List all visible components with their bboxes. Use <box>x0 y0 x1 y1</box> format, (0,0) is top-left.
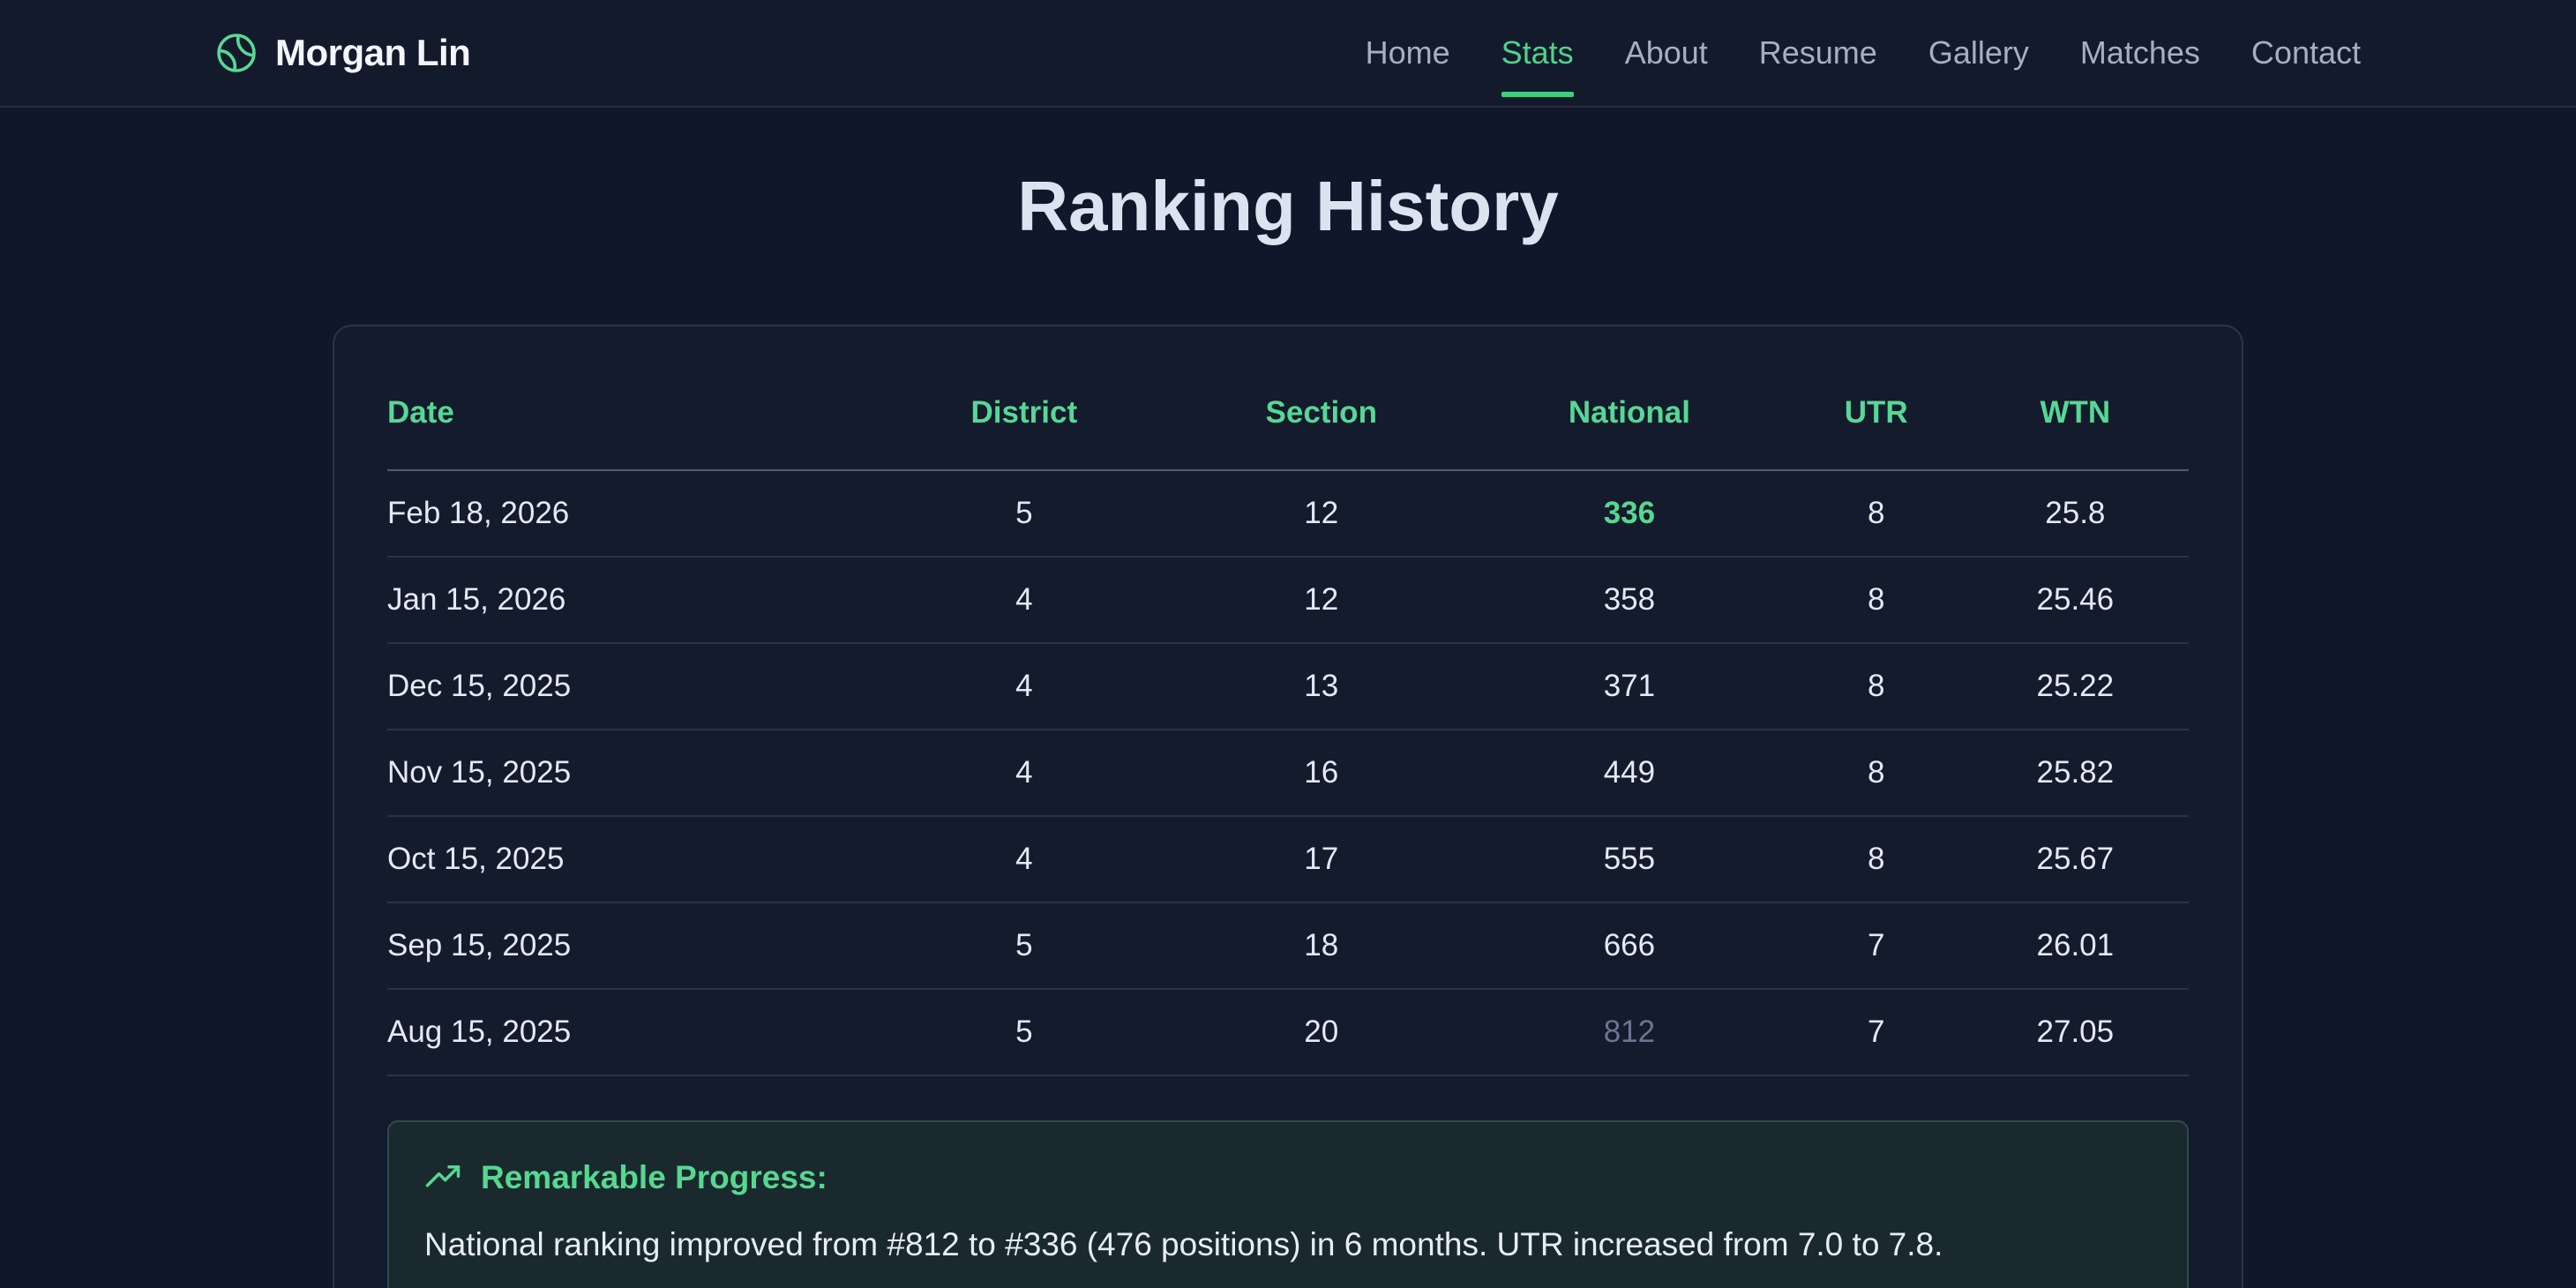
cell-utr: 8 <box>1790 557 1962 644</box>
cell-section: 18 <box>1174 902 1469 990</box>
cell-utr: 8 <box>1790 470 1962 558</box>
col-header-section: Section <box>1174 358 1469 471</box>
cell-wtn: 27.05 <box>1961 989 2189 1076</box>
cell-utr: 7 <box>1790 902 1962 990</box>
col-header-national: National <box>1468 358 1791 471</box>
cell-date: Oct 15, 2025 <box>387 816 874 903</box>
table-row: Jan 15, 2026 4 12 358 8 25.46 <box>387 557 2189 644</box>
cell-date: Nov 15, 2025 <box>387 730 874 817</box>
cell-district: 4 <box>873 643 1175 730</box>
cell-national: 358 <box>1468 557 1791 644</box>
brand-name: Morgan Lin <box>275 32 471 73</box>
table-header-row: Date District Section National UTR WTN <box>387 358 2189 471</box>
table-row: Dec 15, 2025 4 13 371 8 25.22 <box>387 643 2189 730</box>
nav-link-contact[interactable]: Contact <box>2250 34 2361 71</box>
table-row: Oct 15, 2025 4 17 555 8 25.67 <box>387 816 2189 903</box>
callout-body: National ranking improved from #812 to #… <box>424 1226 1943 1262</box>
ranking-table: Date District Section National UTR WTN F… <box>387 358 2189 1076</box>
cell-wtn: 25.82 <box>1961 730 2189 817</box>
cell-section: 12 <box>1174 470 1469 558</box>
callout-title: Remarkable Progress: <box>481 1159 827 1195</box>
cell-section: 13 <box>1174 643 1469 730</box>
cell-section: 12 <box>1174 557 1469 644</box>
nav-link-about[interactable]: About <box>1624 34 1708 71</box>
nav-link-matches[interactable]: Matches <box>2079 34 2200 71</box>
table-row: Sep 15, 2025 5 18 666 7 26.01 <box>387 902 2189 990</box>
cell-national: 371 <box>1468 643 1791 730</box>
nav-link-stats[interactable]: Stats <box>1501 34 1574 71</box>
ranking-history-card: Date District Section National UTR WTN F… <box>333 325 2243 1288</box>
nav-link-resume[interactable]: Resume <box>1758 34 1877 71</box>
nav-links: Home Stats About Resume Gallery Matches … <box>1366 34 2361 71</box>
brand[interactable]: Morgan Lin <box>215 32 471 74</box>
col-header-date: Date <box>387 358 874 471</box>
nav-link-home[interactable]: Home <box>1365 34 1450 71</box>
cell-wtn: 26.01 <box>1961 902 2189 990</box>
cell-section: 20 <box>1174 989 1469 1076</box>
trending-up-icon <box>425 1165 461 1187</box>
cell-national-best: 336 <box>1468 470 1791 558</box>
page-title: Ranking History <box>1017 167 1559 245</box>
cell-wtn: 25.46 <box>1961 557 2189 644</box>
tennis-ball-icon <box>217 34 256 72</box>
cell-date: Jan 15, 2026 <box>387 557 874 644</box>
table-row: Feb 18, 2026 5 12 336 8 25.8 <box>387 470 2189 558</box>
main-nav: Home Stats About Resume Gallery Matches … <box>1366 34 2361 71</box>
cell-district: 5 <box>873 470 1175 558</box>
cell-district: 4 <box>873 816 1175 903</box>
cell-national: 666 <box>1468 902 1791 990</box>
cell-district: 4 <box>873 730 1175 817</box>
callout-title-row: Remarkable Progress: <box>424 1159 2152 1196</box>
cell-district: 5 <box>873 989 1175 1076</box>
cell-wtn: 25.22 <box>1961 643 2189 730</box>
navbar: Morgan Lin Home Stats About Resume Galle… <box>0 0 2576 108</box>
cell-date: Aug 15, 2025 <box>387 989 874 1076</box>
table-row: Nov 15, 2025 4 16 449 8 25.82 <box>387 730 2189 817</box>
cell-wtn: 25.67 <box>1961 816 2189 903</box>
cell-wtn: 25.8 <box>1961 470 2189 558</box>
cell-utr: 8 <box>1790 730 1962 817</box>
cell-utr: 8 <box>1790 643 1962 730</box>
cell-date: Feb 18, 2026 <box>387 470 874 558</box>
nav-link-gallery[interactable]: Gallery <box>1928 34 2029 71</box>
table-row: Aug 15, 2025 5 20 812 7 27.05 <box>387 989 2189 1076</box>
cell-national: 449 <box>1468 730 1791 817</box>
cell-national-start: 812 <box>1468 989 1791 1076</box>
cell-section: 17 <box>1174 816 1469 903</box>
cell-national: 555 <box>1468 816 1791 903</box>
cell-utr: 8 <box>1790 816 1962 903</box>
cell-district: 4 <box>873 557 1175 644</box>
cell-utr: 7 <box>1790 989 1962 1076</box>
col-header-utr: UTR <box>1790 358 1962 471</box>
cell-date: Sep 15, 2025 <box>387 902 874 990</box>
cell-section: 16 <box>1174 730 1469 817</box>
col-header-wtn: WTN <box>1961 358 2189 471</box>
cell-district: 5 <box>873 902 1175 990</box>
progress-callout: Remarkable Progress: National ranking im… <box>387 1120 2189 1288</box>
col-header-district: District <box>873 358 1175 471</box>
cell-date: Dec 15, 2025 <box>387 643 874 730</box>
